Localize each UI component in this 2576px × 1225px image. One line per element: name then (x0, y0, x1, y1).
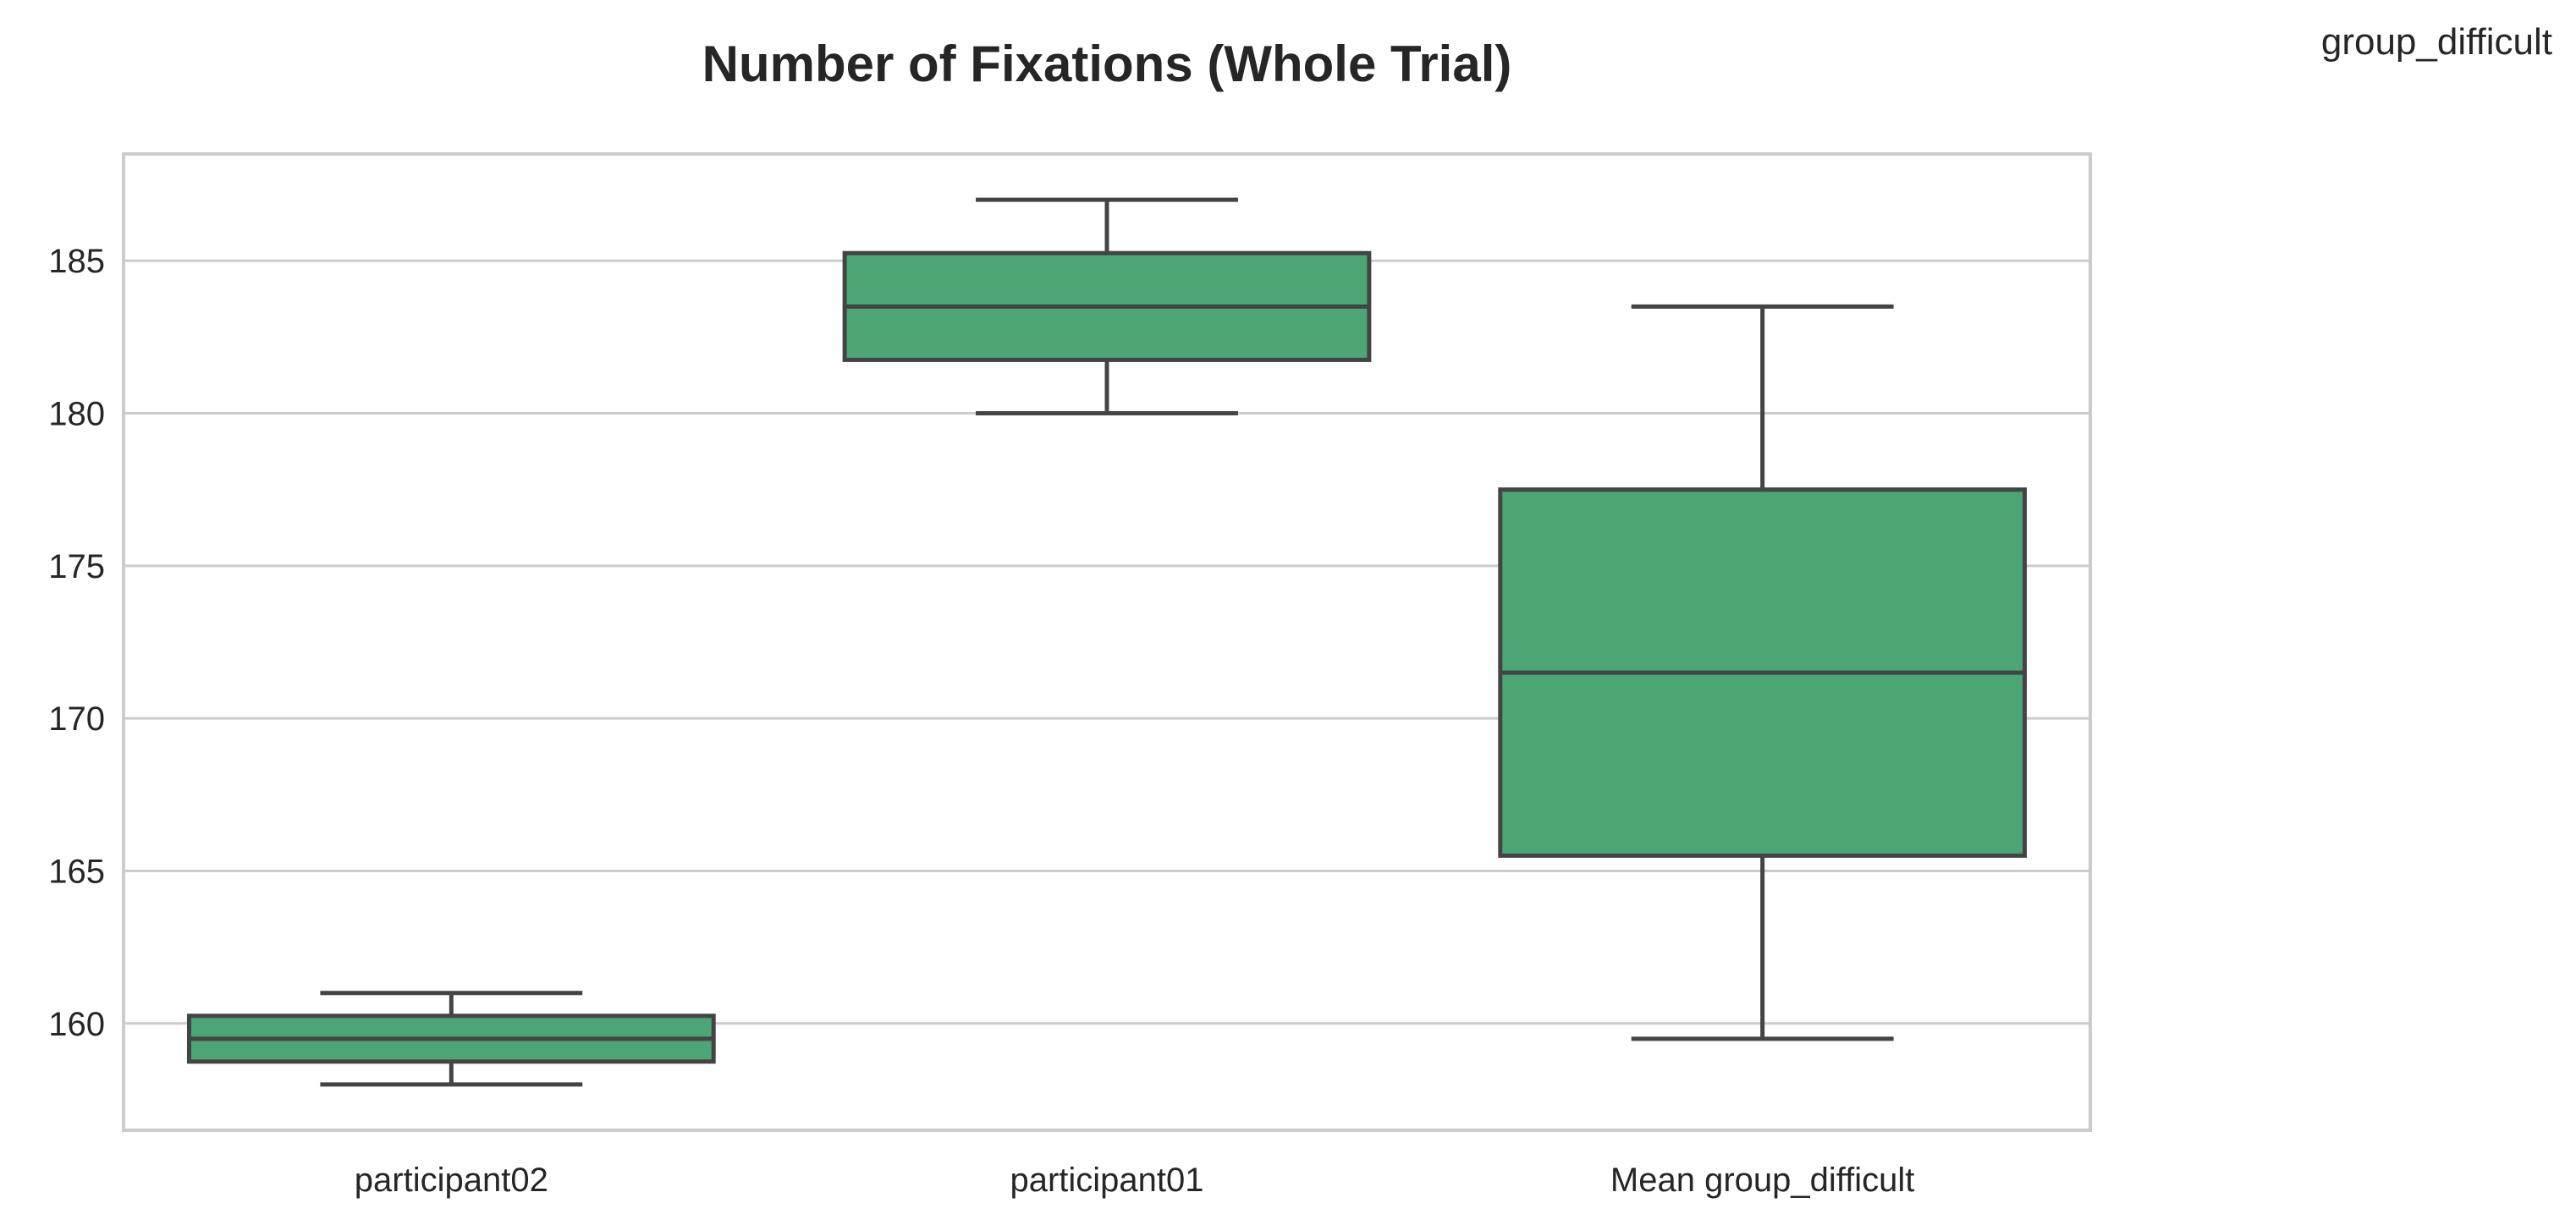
y-tick-label: 175 (48, 548, 105, 585)
chart-title: Number of Fixations (Whole Trial) (702, 36, 1512, 92)
box-group (842, 197, 1372, 416)
box-group (186, 991, 716, 1087)
box-plots (186, 197, 2028, 1087)
box-group (1498, 304, 2028, 1041)
x-tick-labels: participant02 participant01 Mean group_dif… (355, 1162, 1915, 1199)
y-tick-labels: 160 165 170 175 180 185 (48, 243, 105, 1043)
y-tick-label: 170 (48, 700, 105, 738)
y-tick-label: 165 (48, 853, 105, 890)
x-tick-label: participant01 (1010, 1162, 1203, 1199)
plot-frame (122, 152, 2092, 1132)
y-tick-label: 160 (48, 1006, 105, 1043)
y-tick-label: 185 (48, 243, 105, 280)
x-tick-label: participant02 (355, 1162, 548, 1199)
legend-label: group_difficult (2321, 21, 2552, 63)
x-tick-label: Mean group_difficult (1610, 1162, 1915, 1199)
y-tick-label: 180 (48, 396, 105, 433)
